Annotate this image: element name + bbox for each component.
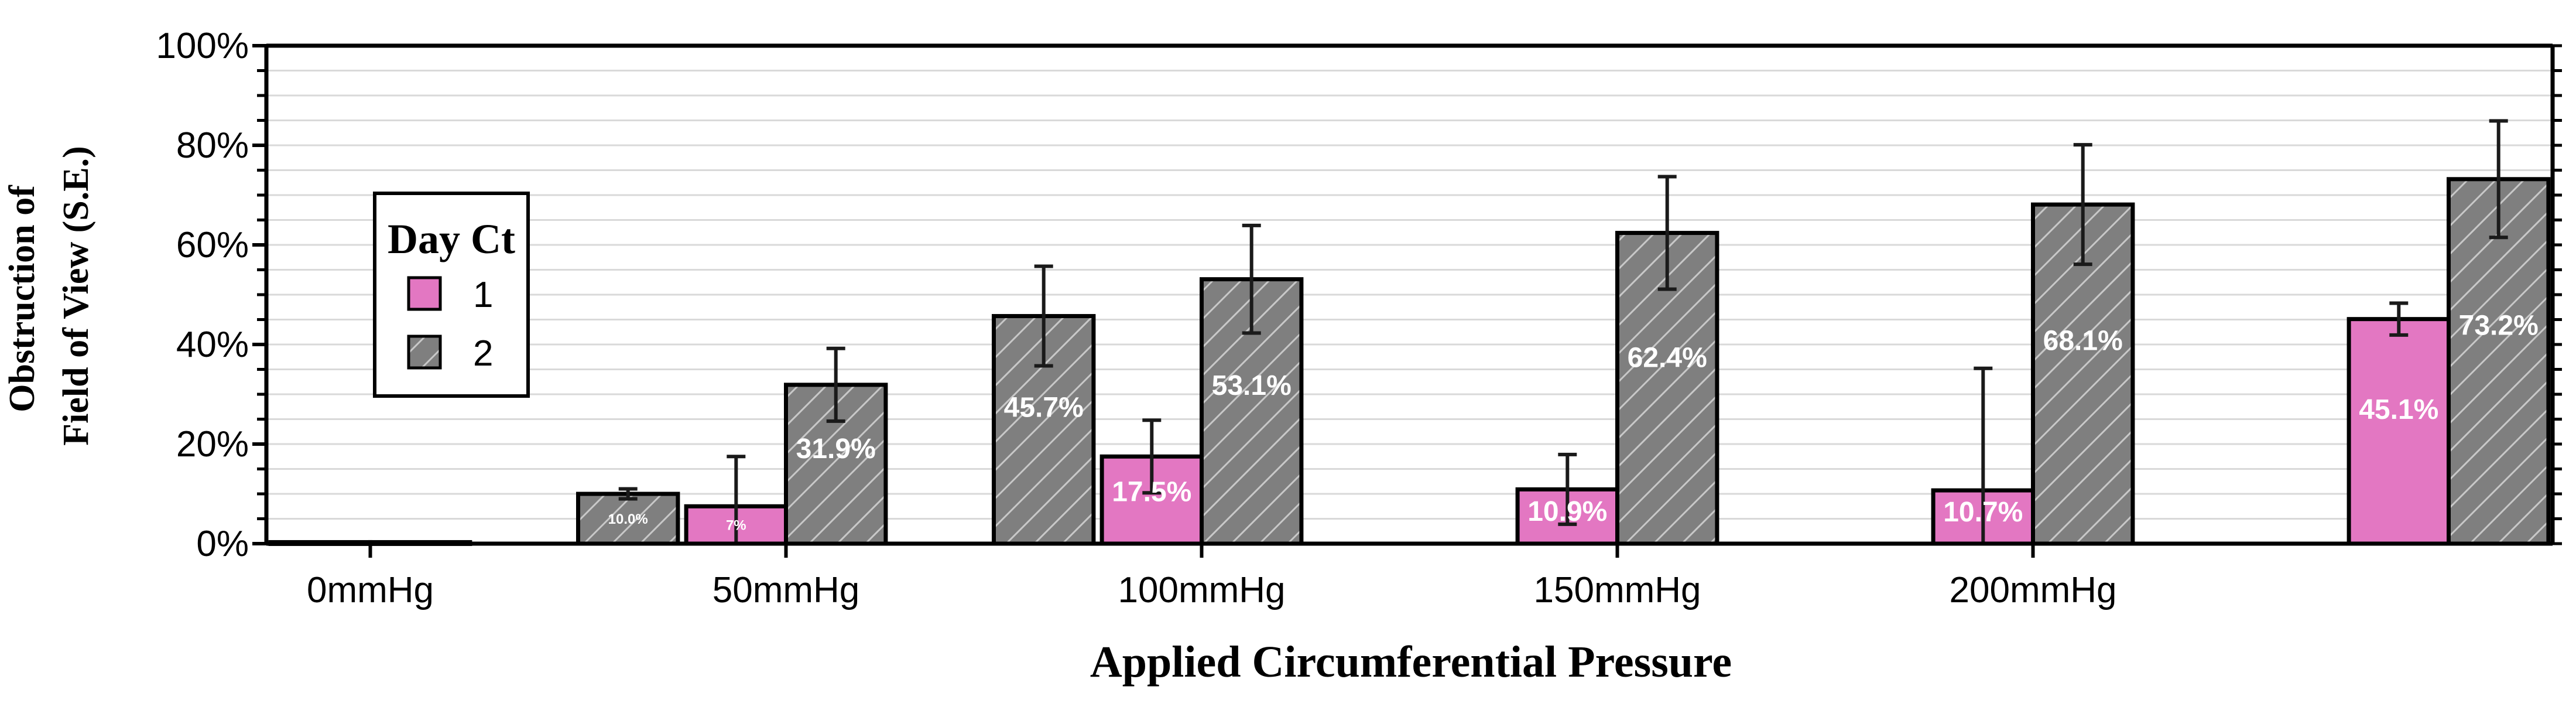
y-tick-label: 80% [176,125,249,166]
data-label: 73.2% [2459,310,2539,341]
y-tick-label: 40% [176,325,249,365]
data-label: 45.7% [1004,393,1084,424]
legend-swatch-day-2 [407,335,442,370]
y-axis-title-line-1: Obstruction of [2,185,42,412]
bars: 10.0% 7% 31.9% 45.7% 17.5% 53.1% 10.9% 62.4% 10.… [268,119,2551,546]
data-label: 45.1% [2359,394,2438,425]
x-tick-label: 0mmHg [307,570,434,610]
data-label: 10.9% [1527,496,1607,527]
x-tick-label: 50mmHg [712,570,860,610]
legend-box [373,192,530,398]
x-tick-label: 150mmHg [1534,570,1701,610]
axes [252,43,2562,558]
y-axis-title-line-2: Field of View (S.E.) [56,146,96,445]
y-tick-label: 100% [156,26,249,66]
legend: Day Ct 1 2 [373,192,530,398]
data-label: 17.5% [1112,477,1191,508]
data-label: 68.1% [2043,325,2123,356]
legend-swatch-day-1 [407,276,442,311]
data-label: 10.0% [608,511,648,527]
y-tick-label: 60% [176,225,249,265]
x-axis-title: Applied Circumferential Pressure [1090,637,1732,687]
x-tick-label: 200mmHg [1950,570,2117,610]
bar-day-1 [2347,317,2451,546]
legend-title: Day Ct [388,216,515,262]
data-label: 10.7% [1943,497,2023,528]
grid-lines [266,45,2553,545]
data-label: 53.1% [1212,370,1292,401]
tick-labels: 0% 20% 40% 60% 80% 100% 0mmHg 50mmHg 100mmHg 150m… [156,26,2116,610]
legend-label-day-1: 1 [473,275,493,315]
y-tick-label: 0% [196,524,249,564]
data-label: 7% [726,518,746,534]
bar-day-2 [576,492,680,546]
legend-label-day-2: 2 [473,333,493,374]
y-tick-label: 20% [176,424,249,465]
x-tick-label: 100mmHg [1118,570,1286,610]
data-label: 31.9% [796,434,876,465]
data-label: 62.4% [1628,343,1707,374]
